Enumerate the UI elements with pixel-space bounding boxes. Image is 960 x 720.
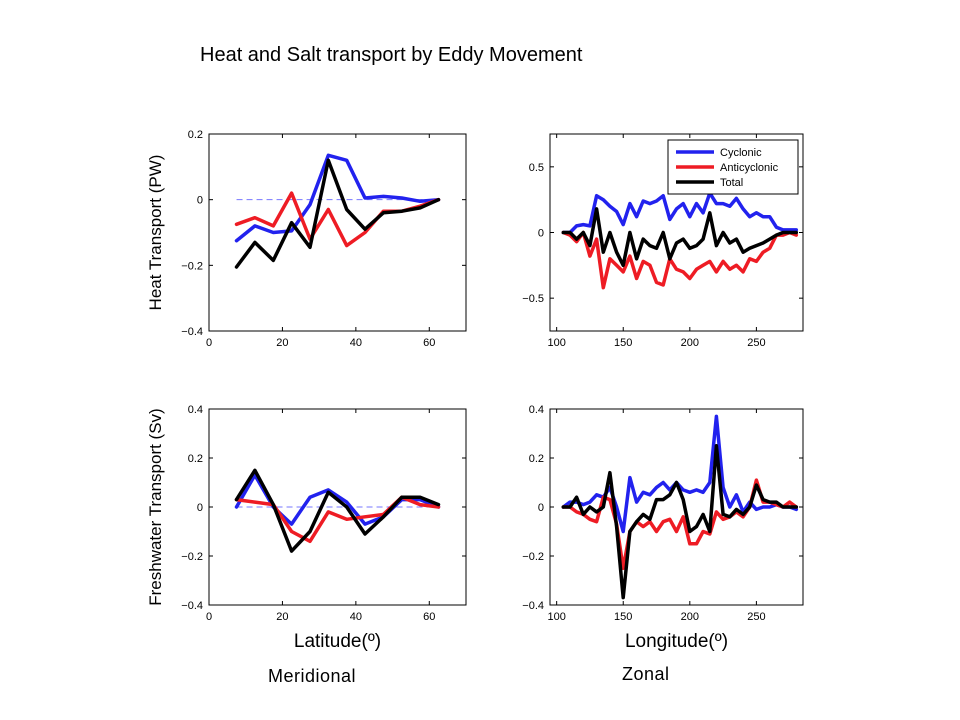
x-tick-label: 250 [747,337,765,349]
x-axis-label: Longitude(º) [625,631,728,652]
series-line-anticyclonic [561,230,799,290]
x-tick-label: 0 [206,337,212,349]
y-tick-label: −0.4 [181,326,203,338]
series-line-total [234,158,441,269]
y-tick-label: −0.2 [181,551,203,563]
x-tick-label: 40 [350,611,362,623]
y-tick-label: −0.2 [522,551,544,563]
series-line-anticyclonic [234,191,441,248]
y-tick-label: 0 [197,195,203,207]
x-tick-label: 200 [681,611,699,623]
x-tick-label: 60 [423,337,435,349]
y-tick-label: 0.4 [529,404,544,416]
y-tick-label: 0.4 [188,404,203,416]
x-axis-label: Latitude(º) [294,631,381,652]
x-tick-label: 60 [423,611,435,623]
series-line-total [234,468,441,553]
series-line-anticyclonic [234,495,441,544]
x-tick-label: 150 [614,611,632,623]
x-tick-label: 20 [276,337,288,349]
x-tick-label: 250 [747,611,765,623]
y-tick-label: −0.5 [522,293,544,305]
y-tick-label: 0 [538,502,544,514]
x-tick-label: 100 [547,611,565,623]
y-tick-label: 0.2 [188,453,203,465]
y-tick-label: −0.4 [522,600,544,612]
series-line-total [561,444,799,600]
y-tick-label: 0 [197,502,203,514]
y-tick-label: 0 [538,228,544,240]
x-tick-label: 20 [276,611,288,623]
caption-zonal: Zonal [622,664,670,684]
y-axis-label: Heat Transport (PW) [146,155,165,311]
y-tick-label: −0.4 [181,600,203,612]
slide-title: Heat and Salt transport by Eddy Movement [200,44,583,66]
y-tick-label: 0.5 [529,162,544,174]
series-line-cyclonic [561,191,799,235]
legend-label-total: Total [720,177,743,189]
y-axis-label: Freshwater Transport (Sv) [146,408,165,605]
y-tick-label: 0.2 [188,129,203,141]
x-tick-label: 40 [350,337,362,349]
y-tick-label: −0.2 [181,260,203,272]
x-tick-label: 0 [206,611,212,623]
caption-meridional: Meridional [268,666,357,686]
legend-label-cyclonic: Cyclonic [720,147,762,159]
x-tick-label: 200 [681,337,699,349]
x-tick-label: 150 [614,337,632,349]
plot-frame-heat-meridional [208,133,467,332]
series-line-cyclonic [234,153,441,243]
y-tick-label: 0.2 [529,453,544,465]
legend-label-anticyclonic: Anticyclonic [720,162,779,174]
x-tick-label: 100 [547,337,565,349]
series-line-total [561,207,799,268]
